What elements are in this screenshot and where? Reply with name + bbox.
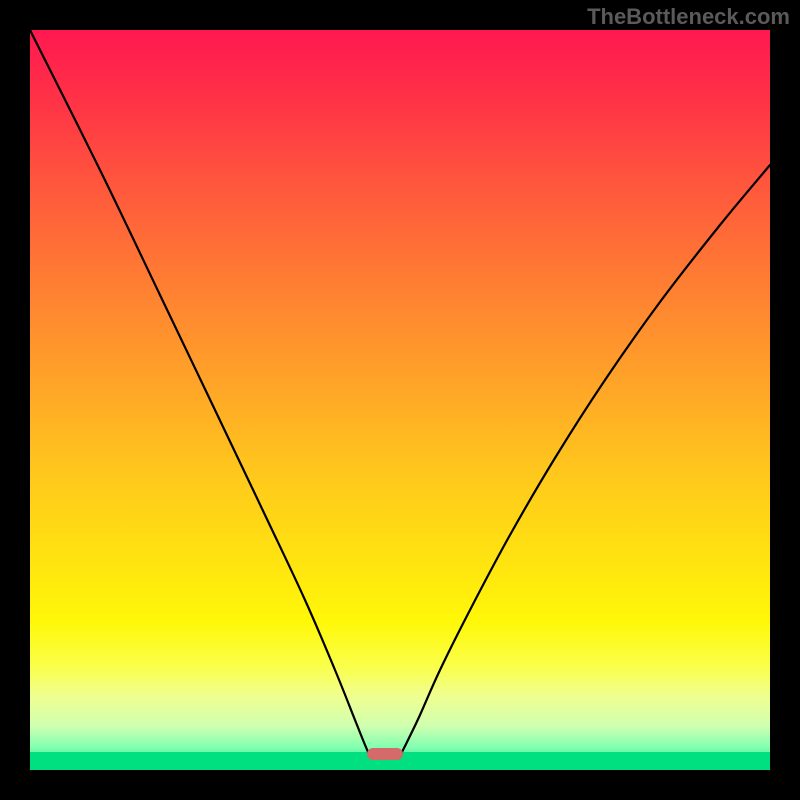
curve-layer	[30, 30, 770, 770]
plot-area	[30, 30, 770, 770]
watermark-label: TheBottleneck.com	[587, 4, 790, 30]
optimal-marker	[367, 748, 403, 760]
chart-container: TheBottleneck.com	[0, 0, 800, 800]
